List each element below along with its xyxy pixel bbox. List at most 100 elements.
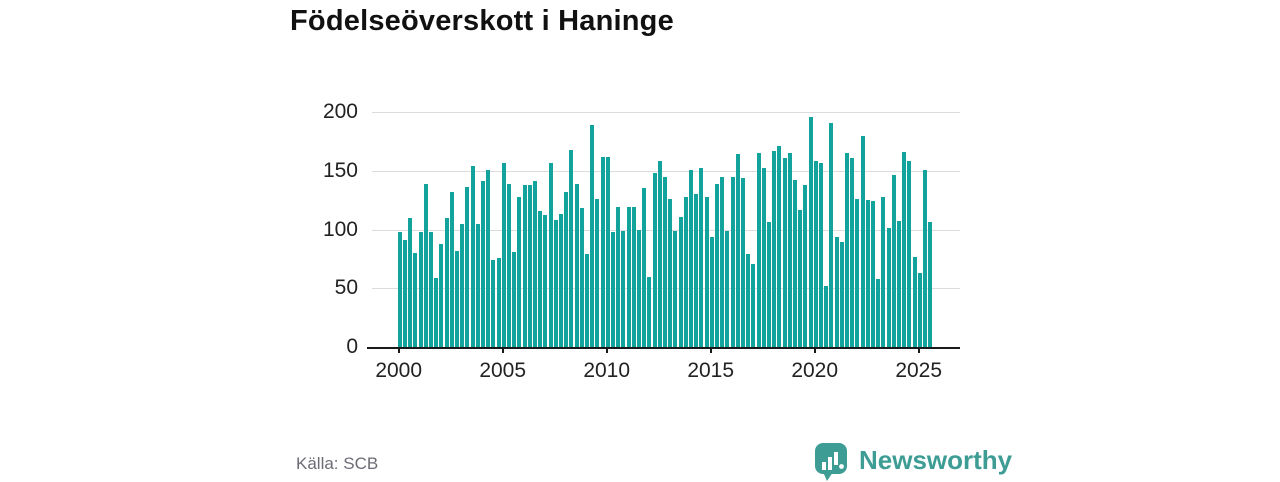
bar xyxy=(834,236,839,347)
bar xyxy=(579,208,584,347)
bar xyxy=(730,176,735,347)
bar xyxy=(772,150,777,347)
bar xyxy=(886,228,891,347)
bar xyxy=(709,236,714,347)
bar xyxy=(621,230,626,347)
bar xyxy=(652,173,657,347)
bar xyxy=(891,175,896,347)
bar xyxy=(870,201,876,347)
plot-area: 0 50 100 150 200 2000 2005 2010 2015 2020 2025 xyxy=(323,101,960,382)
bar xyxy=(428,231,434,347)
bar xyxy=(761,168,766,347)
x-axis-tick-2025 xyxy=(917,347,920,353)
bar xyxy=(486,169,491,347)
x-axis-tick-2020 xyxy=(813,347,816,353)
bar xyxy=(538,210,543,347)
source-note: Källa: SCB xyxy=(296,454,379,473)
bar xyxy=(600,156,605,347)
bar xyxy=(688,169,694,347)
bar xyxy=(735,154,740,347)
bar xyxy=(907,161,912,347)
bar xyxy=(626,207,631,347)
bar xyxy=(798,209,803,347)
bar xyxy=(444,217,449,347)
bar xyxy=(460,223,465,347)
bar xyxy=(792,180,798,347)
bar xyxy=(746,254,751,347)
bar xyxy=(465,187,470,347)
bar xyxy=(704,196,709,347)
bar xyxy=(865,200,870,347)
y-axis-label-50: 50 xyxy=(334,276,358,300)
bar xyxy=(881,196,886,347)
bar xyxy=(855,198,860,347)
bar xyxy=(642,188,647,347)
bar xyxy=(647,276,652,347)
x-axis-tick-2010 xyxy=(605,347,608,353)
bar xyxy=(699,168,704,347)
bar xyxy=(522,184,527,347)
logo-text: Newsworthy xyxy=(859,444,1013,475)
x-axis-tick-2000 xyxy=(397,347,400,353)
bar xyxy=(480,181,486,347)
bar xyxy=(439,243,444,347)
bar xyxy=(787,153,792,347)
bar xyxy=(917,272,922,347)
y-axis-label-100: 100 xyxy=(322,217,358,241)
bar xyxy=(777,146,782,347)
x-axis-label-2015: 2015 xyxy=(687,359,735,382)
bar xyxy=(782,157,787,347)
bar xyxy=(449,191,454,347)
bar xyxy=(725,230,730,347)
bar xyxy=(928,222,933,347)
bar xyxy=(694,194,699,347)
bar xyxy=(844,153,850,347)
bar xyxy=(803,184,808,347)
y-axis-label-0: 0 xyxy=(346,335,358,358)
bar xyxy=(876,278,881,347)
bar xyxy=(683,196,688,347)
bar xyxy=(631,207,636,347)
bar xyxy=(808,116,813,347)
x-axis-label-2000: 2000 xyxy=(375,359,423,382)
bar xyxy=(408,217,413,347)
x-axis-label-2010: 2010 xyxy=(583,359,631,382)
bar xyxy=(558,214,564,347)
bar xyxy=(850,157,855,347)
bar xyxy=(610,231,616,347)
bar xyxy=(720,176,725,347)
bar xyxy=(813,161,818,347)
bar xyxy=(714,183,720,347)
x-axis-label-2020: 2020 xyxy=(791,359,839,382)
bar xyxy=(896,221,902,347)
bar xyxy=(922,169,928,347)
bar xyxy=(678,216,683,347)
bar xyxy=(496,257,501,347)
bar xyxy=(454,250,460,347)
bar xyxy=(470,166,475,347)
bar xyxy=(616,207,621,347)
bar xyxy=(532,181,538,347)
bar xyxy=(824,285,829,347)
bar xyxy=(402,240,408,347)
bar xyxy=(912,256,917,347)
bar xyxy=(569,149,574,347)
chart-title: Födelseöverskott i Haninge xyxy=(290,5,674,37)
bar xyxy=(527,184,532,347)
bar xyxy=(590,124,595,347)
bar xyxy=(605,156,610,347)
bar xyxy=(434,277,439,347)
bar xyxy=(475,223,480,347)
bar xyxy=(636,229,642,347)
bar xyxy=(413,253,418,347)
speech-bubble-bar-chart-icon xyxy=(815,443,847,481)
bar xyxy=(860,135,865,347)
bar xyxy=(766,222,772,347)
bar xyxy=(423,183,428,347)
bar xyxy=(418,231,423,347)
bar xyxy=(657,161,662,347)
bar xyxy=(501,162,506,347)
bar xyxy=(740,177,746,347)
gridline-150 xyxy=(372,170,960,172)
bar xyxy=(517,196,522,347)
